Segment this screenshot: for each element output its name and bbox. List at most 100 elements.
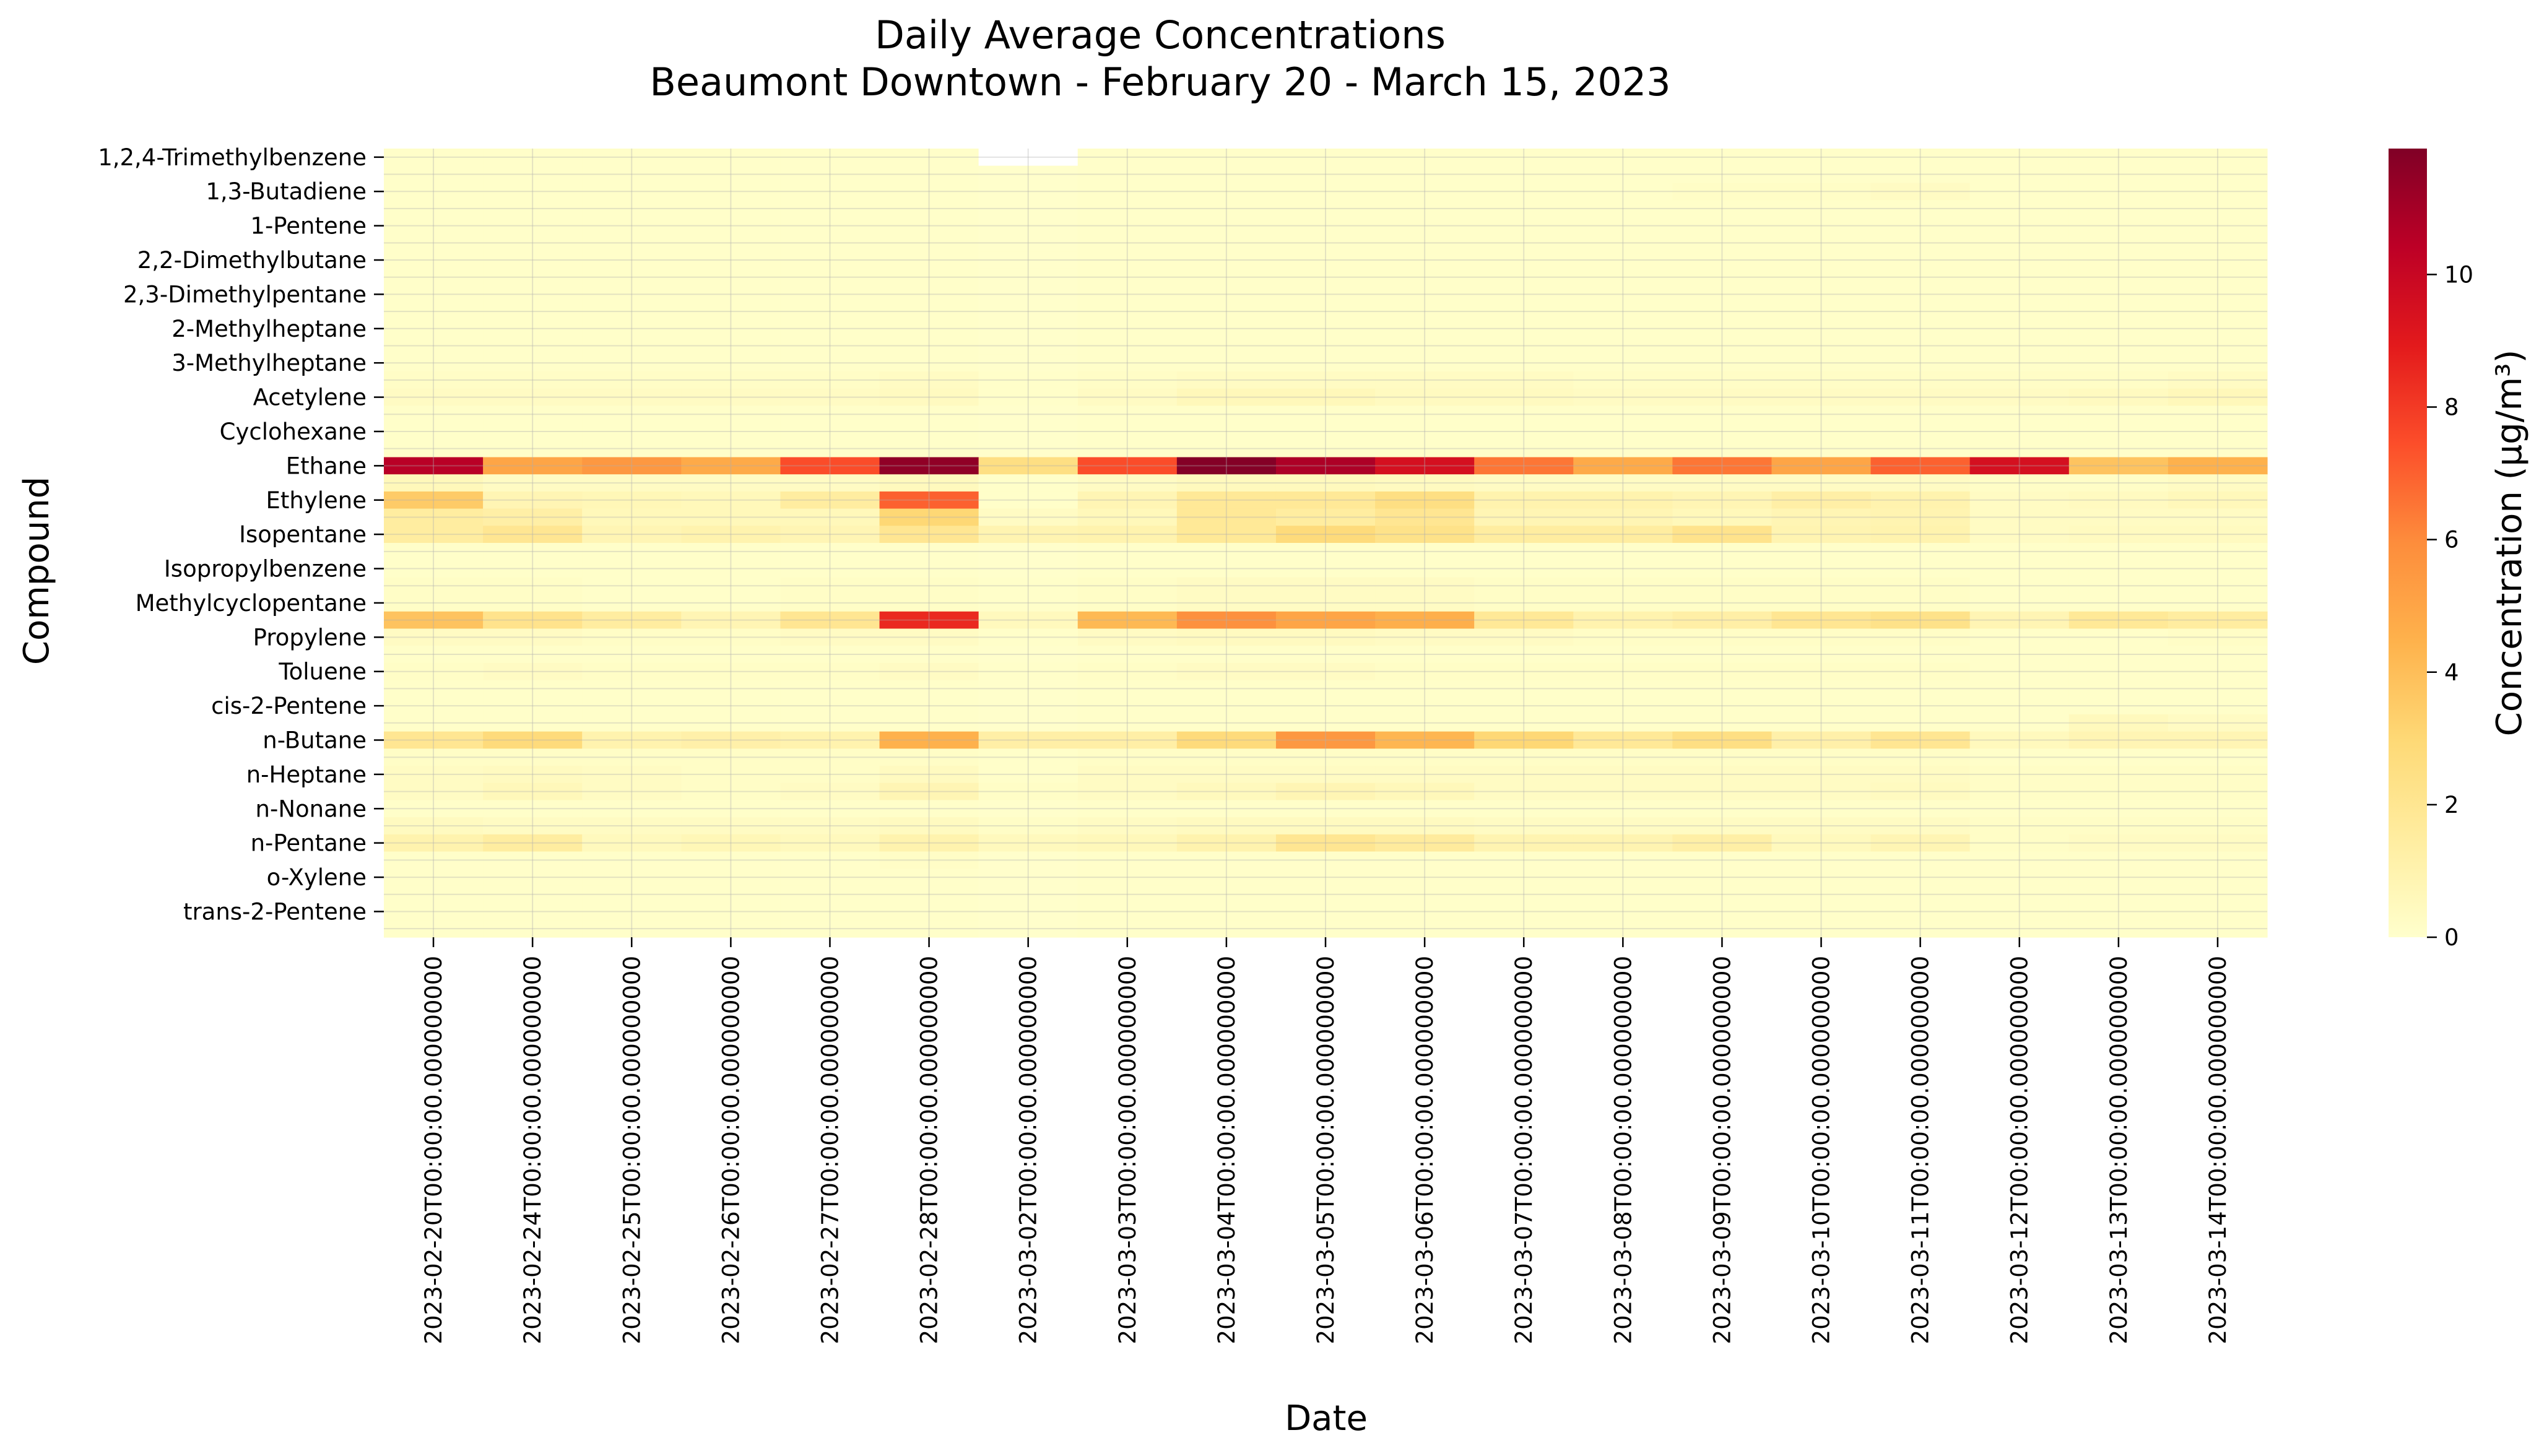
heatmap-cell xyxy=(879,405,979,423)
heatmap-cell xyxy=(1969,354,2070,372)
heatmap-cell xyxy=(879,714,979,732)
heatmap-cell xyxy=(2068,303,2169,321)
heatmap-cell xyxy=(1969,680,2070,698)
heatmap-cell xyxy=(1573,920,1673,938)
heatmap-cell xyxy=(1077,577,1178,595)
x-tick-label: 2023-03-11T00:00:00.000000000 xyxy=(1908,956,1934,1344)
heatmap-cell xyxy=(2068,903,2169,921)
heatmap-cell xyxy=(1275,885,1376,904)
heatmap-cell xyxy=(978,662,1079,681)
heatmap-cell xyxy=(780,646,880,664)
x-tick-label: 2023-03-07T00:00:00.000000000 xyxy=(1511,956,1537,1344)
heatmap-cell xyxy=(1176,183,1277,201)
heatmap-cell xyxy=(384,560,484,578)
heatmap-cell xyxy=(1969,319,2070,338)
heatmap-cell xyxy=(681,714,781,732)
heatmap-cell xyxy=(879,491,979,509)
heatmap-cell xyxy=(780,149,880,167)
heatmap-cell xyxy=(879,234,979,252)
heatmap-cell xyxy=(681,149,781,167)
heatmap-cell xyxy=(879,594,979,612)
heatmap-cell xyxy=(582,526,682,544)
heatmap-cell xyxy=(978,251,1079,269)
heatmap-cell xyxy=(483,800,583,818)
heatmap-cell xyxy=(2168,543,2268,561)
heatmap-cell xyxy=(780,508,880,526)
heatmap-cell xyxy=(681,731,781,749)
heatmap-cell xyxy=(1375,543,1475,561)
y-tick-label: o-Xylene xyxy=(267,864,367,891)
heatmap-cell xyxy=(978,337,1079,355)
heatmap-cell xyxy=(483,285,583,303)
heatmap-cell xyxy=(1771,337,1872,355)
heatmap-cell xyxy=(1176,371,1277,389)
heatmap-cell xyxy=(780,903,880,921)
heatmap-cell xyxy=(1077,234,1178,252)
heatmap-cell xyxy=(1474,303,1574,321)
heatmap-cell xyxy=(978,303,1079,321)
x-tick-label: 2023-02-28T00:00:00.000000000 xyxy=(916,956,943,1344)
y-axis-label: Compound xyxy=(17,477,57,665)
heatmap-cell xyxy=(582,628,682,646)
heatmap-cell xyxy=(1672,200,1773,218)
heatmap-cell xyxy=(2068,800,2169,818)
heatmap-cell xyxy=(1672,560,1773,578)
heatmap-cell xyxy=(681,611,781,630)
colorbar-tick-label: 6 xyxy=(2444,527,2459,553)
heatmap-cell xyxy=(2168,594,2268,612)
heatmap-cell xyxy=(2068,149,2169,167)
heatmap-cell xyxy=(1672,869,1773,886)
x-tick-label: 2023-03-13T00:00:00.000000000 xyxy=(2106,956,2132,1344)
heatmap-cell xyxy=(681,748,781,766)
heatmap-cell xyxy=(1275,851,1376,869)
heatmap-cell xyxy=(1672,405,1773,423)
heatmap-cell xyxy=(978,577,1079,595)
heatmap-cell xyxy=(978,628,1079,646)
heatmap-cell xyxy=(483,817,583,835)
heatmap-cell xyxy=(582,371,682,389)
heatmap-cell xyxy=(1275,869,1376,886)
heatmap-cell xyxy=(1474,354,1574,372)
x-tick-label: 2023-03-05T00:00:00.000000000 xyxy=(1313,956,1339,1344)
y-tick-label: Acetylene xyxy=(253,384,367,411)
heatmap-cell xyxy=(582,319,682,338)
heatmap-cell xyxy=(582,183,682,201)
heatmap-cell xyxy=(1672,800,1773,818)
heatmap-cell xyxy=(1969,628,2070,646)
heatmap-cell xyxy=(978,611,1079,630)
heatmap-cell xyxy=(1077,714,1178,732)
x-tick-label: 2023-03-02T00:00:00.000000000 xyxy=(1015,956,1042,1344)
heatmap-cell xyxy=(2068,920,2169,938)
heatmap-cell xyxy=(1771,731,1872,749)
heatmap-cell xyxy=(1375,800,1475,818)
heatmap-cell xyxy=(1672,611,1773,630)
heatmap-cell xyxy=(1275,423,1376,441)
heatmap-cell xyxy=(1672,285,1773,303)
heatmap-cell xyxy=(1969,920,2070,938)
heatmap-cell xyxy=(1573,508,1673,526)
heatmap-cell xyxy=(483,303,583,321)
heatmap-cell xyxy=(1771,165,1872,183)
heatmap-cell xyxy=(1573,662,1673,681)
y-tick-label: Ethylene xyxy=(266,487,367,514)
chart-title-line-2: Beaumont Downtown - February 20 - March … xyxy=(649,59,1670,105)
heatmap-cell xyxy=(1870,577,1971,595)
heatmap-cell xyxy=(1176,766,1277,784)
heatmap-cell xyxy=(1275,731,1376,749)
heatmap-cell xyxy=(1275,354,1376,372)
heatmap-cell xyxy=(1771,388,1872,407)
heatmap-cell xyxy=(384,680,484,698)
heatmap-cell xyxy=(1870,594,1971,612)
heatmap-cell xyxy=(1275,714,1376,732)
heatmap-cell xyxy=(978,371,1079,389)
heatmap-cell xyxy=(978,766,1079,784)
heatmap-cell xyxy=(483,766,583,784)
heatmap-cell xyxy=(1077,149,1178,167)
heatmap-cell xyxy=(1573,680,1673,698)
heatmap-cell xyxy=(483,869,583,886)
heatmap-cell xyxy=(1573,251,1673,269)
heatmap-cell xyxy=(2168,285,2268,303)
heatmap-cell xyxy=(978,457,1079,475)
heatmap-cell xyxy=(1275,268,1376,287)
heatmap-cell xyxy=(2068,680,2169,698)
